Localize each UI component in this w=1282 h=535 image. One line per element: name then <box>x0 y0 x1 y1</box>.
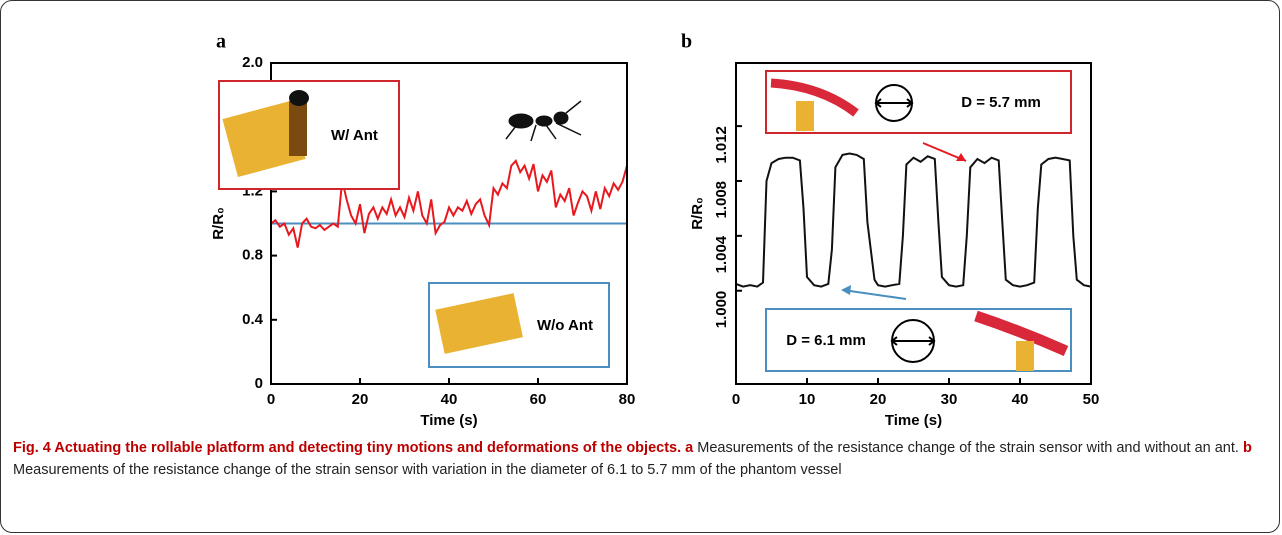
annotation: W/ Ant <box>331 127 378 144</box>
x-tick-label: 20 <box>352 391 369 408</box>
y-tick-label: 0 <box>255 375 263 392</box>
panel-label: b <box>681 31 692 53</box>
ant-icon <box>505 100 582 142</box>
inset-with-ant: W/ Ant <box>218 80 400 190</box>
annotation: W/o Ant <box>537 317 593 334</box>
inset-6-1mm: D = 6.1 mm <box>765 308 1072 372</box>
data-line <box>735 152 1092 288</box>
y-tick-label: 0.8 <box>242 247 263 264</box>
chart-area: b 0 10 20 30 40 50 1.000 1.004 1.008 1.012 Time (s)… <box>210 31 1099 429</box>
caption-text: Measurements of the resistance change of… <box>13 462 842 478</box>
y-tick-label: 0.4 <box>242 311 264 328</box>
x-axis-label: Time (s) <box>420 412 477 429</box>
y-tick-label: 2.0 <box>242 54 263 71</box>
caption: Fig. 4 Actuating the rollable platform a… <box>13 437 1269 481</box>
y-axis-label: R/R₀ <box>689 197 706 230</box>
x-tick-label: 60 <box>530 391 547 408</box>
y-tick-label: 1.004 <box>713 235 730 273</box>
plot-frame <box>735 62 1092 385</box>
annotation: D = 6.1 mm <box>786 332 866 349</box>
y-tick-label: 1.008 <box>713 181 730 219</box>
x-tick-label: 0 <box>732 391 740 408</box>
x-axis-label: Time (s) <box>885 412 942 429</box>
y-tick-label: 1.000 <box>713 291 730 329</box>
x-tick-label: 30 <box>941 391 958 408</box>
panel-label: a <box>216 31 226 53</box>
y-axis-label: R/R₀ <box>210 207 227 240</box>
caption-label: b <box>1242 440 1252 456</box>
caption-text: Measurements of the resistance change of… <box>697 440 1239 456</box>
x-tick-label: 20 <box>870 391 887 408</box>
y-tick-label: 1.012 <box>713 126 730 164</box>
annotation: D = 5.7 mm <box>961 94 1041 111</box>
arrows <box>841 142 967 300</box>
x-tick-label: 0 <box>267 391 275 408</box>
caption-label: a <box>685 440 694 456</box>
inset-without-ant: W/o Ant <box>428 282 610 368</box>
x-tick-label: 80 <box>619 391 636 408</box>
inset-5-7mm: D = 5.7 mm <box>765 70 1072 134</box>
x-tick-label: 50 <box>1083 391 1100 408</box>
x-tick-label: 10 <box>799 391 816 408</box>
data-line <box>270 159 628 248</box>
x-tick-label: 40 <box>441 391 458 408</box>
x-tick-label: 40 <box>1012 391 1029 408</box>
caption-title: Fig. 4 Actuating the rollable platform a… <box>13 440 682 456</box>
panel: b 0 10 20 30 40 50 1.000 1.004 1.008 1.012 Time (s)… <box>681 31 1099 429</box>
